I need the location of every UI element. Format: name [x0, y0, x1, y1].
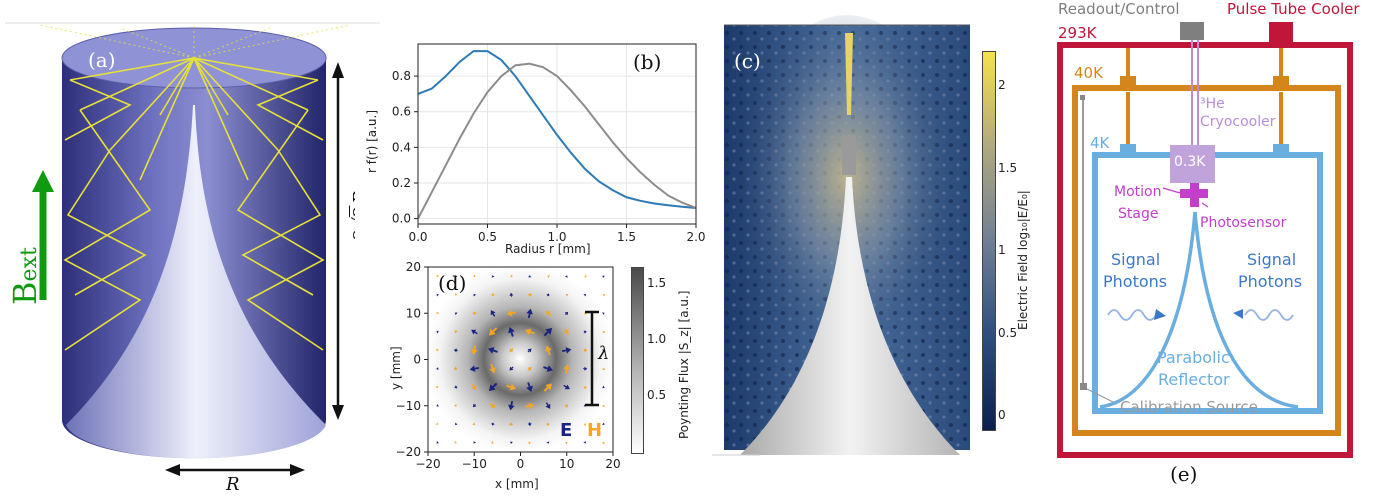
- label-signal-right: Signal: [1247, 250, 1296, 269]
- label-cryocooler: Cryocooler: [1200, 114, 1275, 130]
- field-arrow: [511, 401, 512, 405]
- colorbar-c-tick: 1.5: [998, 161, 1017, 175]
- panel-c: (c) 2 1.5 1 0.5 0 Electric Field log₁₀|E/E₀|: [710, 15, 1055, 498]
- panel-b-label: (b): [633, 50, 661, 74]
- field-arrow: [474, 346, 475, 350]
- label-photons-right: Photons: [1238, 272, 1302, 291]
- field-arrow: [565, 314, 566, 315]
- x-tick-label: 0.0: [408, 230, 427, 244]
- field-arrow: [566, 369, 567, 373]
- panel-e: Readout/Control Pulse Tube Cooler 293K 4…: [1040, 0, 1375, 498]
- x-tick-label: 20: [605, 457, 620, 471]
- panel-d-label: (d): [438, 271, 466, 295]
- label-40k: 40K: [1074, 64, 1103, 82]
- b-ext-label: Bext: [6, 247, 44, 305]
- panel-b-xlabel: Radius r [mm]: [505, 242, 591, 256]
- x-tick-label: 1.5: [617, 230, 636, 244]
- field-arrow: [512, 367, 513, 368]
- x-tick-label: 10: [559, 457, 574, 471]
- field-arrow: [525, 406, 529, 407]
- label-he3: ³He: [1200, 96, 1225, 112]
- field-arrow: [528, 351, 529, 352]
- panel-a-figure: [0, 0, 390, 498]
- colorbar-d-tick: 1.0: [647, 332, 666, 346]
- height-arrow: [332, 62, 344, 420]
- field-arrow: [512, 312, 516, 313]
- legend-e: E: [560, 420, 572, 441]
- colorbar-c-tick: 0.5: [998, 326, 1017, 340]
- y-tick-label: −10: [396, 399, 421, 413]
- pulse-tube-label: Pulse Tube Cooler: [1227, 0, 1360, 18]
- y-tick-label: 0.4: [392, 140, 411, 154]
- y-tick-label: 0.2: [392, 176, 411, 190]
- y-tick-label: −20: [396, 445, 421, 459]
- panel-c-label: (c): [734, 49, 761, 73]
- label-photons-left: Photons: [1103, 272, 1167, 291]
- panel-c-colorbar-label: Electric Field log₁₀|E/E₀|: [1016, 190, 1030, 330]
- field-arrow: [475, 312, 476, 313]
- panel-a-label: (a): [88, 48, 116, 72]
- colorbar-c-tick: 1: [998, 243, 1006, 257]
- field-arrow: [562, 350, 566, 351]
- label-293k: 293K: [1058, 24, 1096, 42]
- field-arrow: [529, 314, 530, 318]
- field-arrow: [528, 369, 529, 370]
- y-tick-label: 0: [413, 353, 421, 367]
- label-signal-left: Signal: [1111, 250, 1160, 269]
- readout-control-label: Readout/Control: [1058, 0, 1180, 18]
- x-tick-label: 2.0: [686, 230, 705, 244]
- wavelength-label: λ: [598, 343, 609, 364]
- x-tick-label: −10: [462, 457, 487, 471]
- y-tick-label: 0.6: [392, 105, 411, 119]
- colorbar-c-tick: 0: [998, 408, 1006, 422]
- y-tick-label: 0.8: [392, 69, 411, 83]
- panel-d-colorbar-label: Poynting Flux |S_z| [a.u.]: [677, 291, 691, 439]
- panel-c-figure: [710, 15, 985, 498]
- label-reflector: Reflector: [1158, 370, 1230, 389]
- colorbar-d-tick: 0.5: [647, 388, 666, 402]
- colorbar-d-tick: 1.5: [647, 276, 666, 290]
- label-stage: Stage: [1118, 206, 1158, 222]
- x-tick-label: −20: [415, 457, 440, 471]
- panel-b-ylabel: r f(r) [a.u.]: [365, 110, 379, 173]
- label-photosensor: Photosensor: [1200, 215, 1286, 231]
- field-arrow: [512, 348, 513, 349]
- x-tick-label: 0: [517, 457, 525, 471]
- field-arrow: [475, 404, 476, 405]
- label-parabolic: Parabolic: [1157, 348, 1230, 367]
- y-tick-label: 10: [406, 306, 421, 320]
- panel-a: (a) 2√2 R R Bext: [0, 0, 390, 498]
- panel-d-xlabel: x [mm]: [495, 477, 539, 491]
- label-calibration: Calibration Source: [1120, 398, 1258, 416]
- panel-d-colorbar: [631, 267, 644, 454]
- label-4k: 4K: [1090, 134, 1109, 152]
- panel-c-colorbar: [982, 51, 996, 431]
- label-03k: 0.3K: [1174, 154, 1205, 170]
- field-arrow: [475, 368, 479, 369]
- y-tick-label: 0.0: [392, 212, 411, 226]
- x-tick-label: 0.5: [478, 230, 497, 244]
- colorbar-c-tick: 2: [998, 78, 1006, 92]
- legend-h: H: [587, 420, 602, 441]
- panel-e-label: (e): [1170, 462, 1197, 486]
- field-arrow: [565, 406, 566, 407]
- panel-d-chart: −20 −10 0 10 20 20 10 0 −10 −20: [365, 255, 710, 498]
- width-label: R: [226, 474, 240, 495]
- label-motion: Motion: [1114, 184, 1161, 200]
- y-tick-label: 20: [406, 260, 421, 274]
- panel-d-ylabel: y [mm]: [389, 346, 403, 390]
